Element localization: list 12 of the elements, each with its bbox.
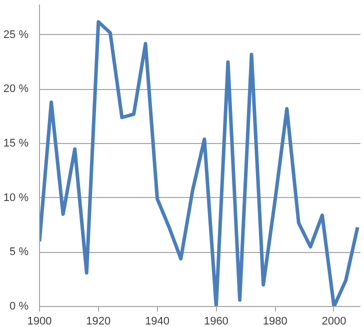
x-tick-label: 1920: [86, 316, 111, 327]
y-tick-label: 25 %: [3, 28, 29, 41]
y-tick-label: 10 %: [3, 192, 29, 204]
x-tick-label: 1980: [262, 316, 288, 327]
x-tick-label: 2000: [322, 316, 346, 327]
y-tick-label: 0 %: [10, 300, 29, 312]
x-tick-label: 1960: [204, 316, 228, 327]
y-tick-label: 5 %: [10, 246, 29, 258]
y-tick-label: 20 %: [3, 83, 29, 96]
x-tick-label: 1940: [145, 316, 170, 327]
y-tick-label: 15 %: [3, 138, 29, 150]
x-tick-label: 1900: [27, 316, 52, 327]
